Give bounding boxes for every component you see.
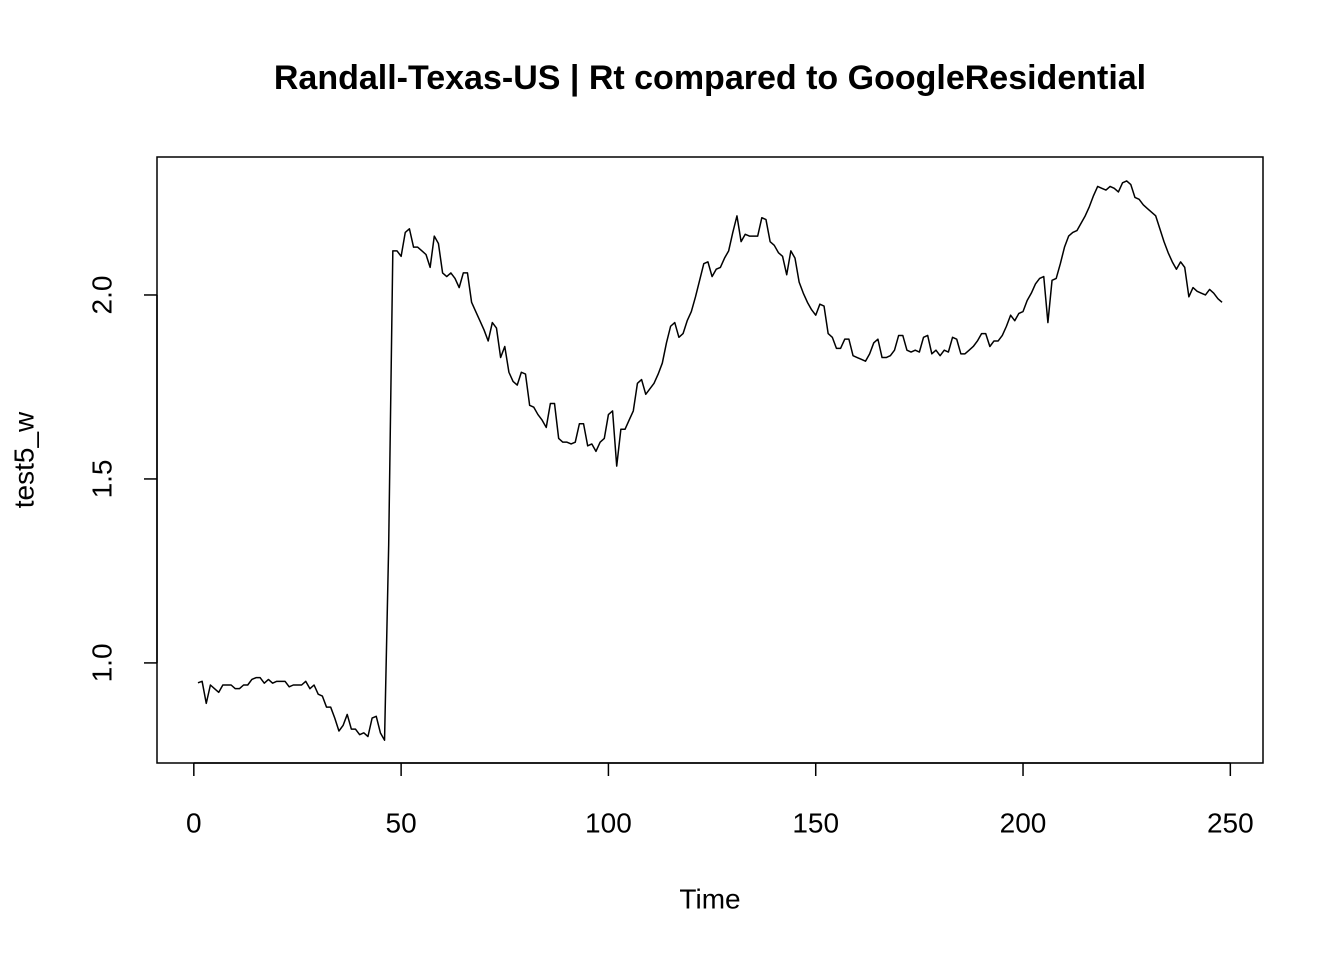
y-axis-label: test5_w bbox=[8, 411, 39, 508]
x-tick-label: 150 bbox=[792, 807, 839, 838]
x-tick-label: 200 bbox=[1000, 807, 1047, 838]
x-tick-label: 50 bbox=[386, 807, 417, 838]
chart-title: Randall-Texas-US | Rt compared to Google… bbox=[274, 59, 1146, 97]
data-line bbox=[197, 180, 1223, 741]
y-tick-label: 2.0 bbox=[86, 276, 117, 315]
x-tick-label: 0 bbox=[186, 807, 202, 838]
plot-box bbox=[156, 156, 1264, 764]
y-tick-label: 1.5 bbox=[86, 459, 117, 498]
y-tick-label: 1.0 bbox=[86, 643, 117, 682]
x-tick-label: 250 bbox=[1207, 807, 1254, 838]
x-axis-label: Time bbox=[679, 883, 740, 914]
x-tick-label: 100 bbox=[585, 807, 632, 838]
